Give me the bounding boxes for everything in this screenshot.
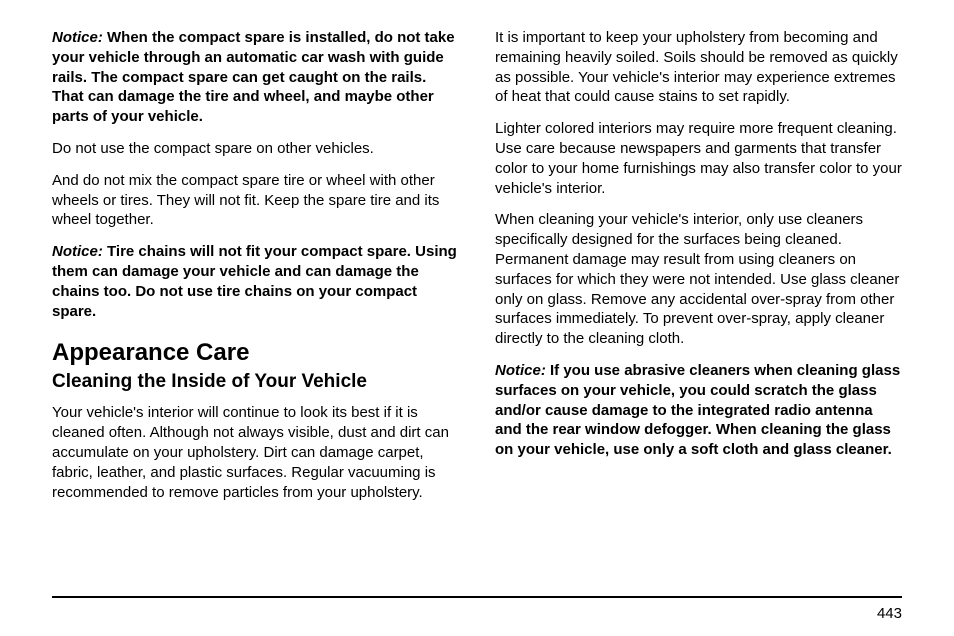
- paragraph-interior-cleaning: Your vehicle's interior will continue to…: [52, 403, 459, 502]
- heading-appearance-care: Appearance Care: [52, 339, 459, 367]
- notice-body: If you use abrasive cleaners when cleani…: [495, 362, 900, 458]
- notice-body: When the compact spare is installed, do …: [52, 29, 455, 125]
- left-column: Notice: When the compact spare is instal…: [52, 28, 459, 588]
- paragraph-cleaners: When cleaning your vehicle's interior, o…: [495, 210, 902, 349]
- page-number: 443: [877, 605, 902, 622]
- right-column: It is important to keep your upholstery …: [495, 28, 902, 588]
- paragraph-lighter-interiors: Lighter colored interiors may require mo…: [495, 119, 902, 198]
- notice-tire-chains: Notice: Tire chains will not fit your co…: [52, 242, 459, 321]
- paragraph-do-not-mix: And do not mix the compact spare tire or…: [52, 171, 459, 230]
- paragraph-compact-spare-other-vehicles: Do not use the compact spare on other ve…: [52, 139, 459, 159]
- footer-rule: [52, 596, 902, 598]
- notice-label: Notice:: [52, 243, 103, 260]
- notice-compact-spare-carwash: Notice: When the compact spare is instal…: [52, 28, 459, 127]
- paragraph-upholstery: It is important to keep your upholstery …: [495, 28, 902, 107]
- notice-label: Notice:: [52, 29, 103, 46]
- notice-abrasive-cleaners: Notice: If you use abrasive cleaners whe…: [495, 361, 902, 460]
- heading-cleaning-inside: Cleaning the Inside of Your Vehicle: [52, 371, 459, 393]
- notice-body: Tire chains will not fit your compact sp…: [52, 243, 457, 319]
- page-content: Notice: When the compact spare is instal…: [52, 28, 902, 588]
- notice-label: Notice:: [495, 362, 546, 379]
